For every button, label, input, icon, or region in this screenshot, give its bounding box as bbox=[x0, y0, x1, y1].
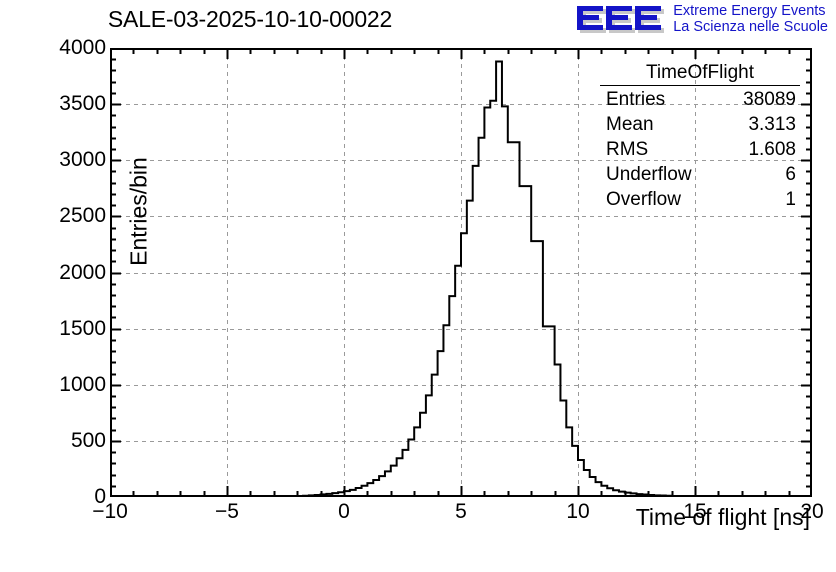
stats-row-value: 38089 bbox=[743, 89, 796, 110]
y-tick-label: 1500 bbox=[59, 316, 106, 340]
stats-box-divider bbox=[600, 85, 800, 86]
stats-row-value: 3.313 bbox=[748, 114, 796, 136]
x-tick-label: 15 bbox=[683, 500, 707, 523]
stats-row-key: Entries bbox=[606, 89, 666, 110]
x-tick-label: 0 bbox=[338, 500, 350, 523]
stats-box-title: TimeOfFlight bbox=[645, 62, 755, 83]
stats-row-key: Mean bbox=[606, 114, 654, 136]
histogram-canvas bbox=[110, 48, 812, 497]
y-tick-label: 3500 bbox=[59, 92, 106, 116]
stats-row: RMS 1.608 bbox=[600, 137, 800, 162]
eee-logo-text: Extreme Energy Events La Scienza nelle S… bbox=[673, 4, 828, 35]
y-axis-title: Entries/bin bbox=[125, 157, 152, 266]
x-tick-label: −10 bbox=[92, 500, 128, 523]
x-axis-title: Time of flight [ns] bbox=[635, 504, 810, 530]
stats-row: Overflow 1 bbox=[600, 187, 800, 212]
stats-row-key: RMS bbox=[606, 139, 649, 161]
stats-row: Underflow 6 bbox=[600, 162, 800, 187]
stats-box: TimeOfFlight Entries 38089 Mean 3.313 RMS 1.6… bbox=[600, 62, 800, 212]
y-axis-tick-labels: 0 500 1000 1500 2000 2500 3000 3500 4000 bbox=[6, 36, 106, 508]
x-axis-tick-labels: −10 −5 0 5 10 15 20 bbox=[92, 500, 823, 530]
stats-row: Mean 3.313 bbox=[600, 112, 800, 137]
eee-logo-line2: La Scienza nelle Scuole bbox=[673, 19, 828, 35]
plot-area: 0 500 1000 1500 2000 2500 3000 3500 4000 −10 −5 0 5… bbox=[59, 36, 823, 530]
x-tick-label: 5 bbox=[455, 500, 467, 523]
stats-row: Entries 38089 bbox=[600, 87, 800, 112]
x-tick-label: −5 bbox=[215, 500, 239, 523]
y-tick-label: 2500 bbox=[59, 204, 106, 228]
x-tick-label: 10 bbox=[566, 500, 590, 523]
y-tick-label: 1000 bbox=[59, 372, 106, 396]
stats-row-value: 1 bbox=[785, 189, 796, 211]
frame-rect bbox=[110, 48, 812, 497]
stats-rows: Entries 38089 Mean 3.313 RMS 1.608 Underflow 6 O… bbox=[600, 87, 800, 212]
eee-mark-icon bbox=[575, 4, 667, 36]
y-tick-label: 4000 bbox=[59, 36, 106, 59]
y-tick-label: 0 bbox=[94, 485, 106, 508]
y-tick-label: 3000 bbox=[59, 148, 106, 172]
eee-logo: Extreme Energy Events La Scienza nelle S… bbox=[575, 2, 828, 38]
stats-row-key: Overflow bbox=[606, 189, 681, 211]
plot-frame-border bbox=[110, 48, 812, 497]
stats-row-value: 6 bbox=[785, 164, 796, 186]
y-tick-label: 2000 bbox=[59, 260, 106, 284]
y-tick-label: 500 bbox=[70, 428, 106, 452]
eee-logo-line1: Extreme Energy Events bbox=[673, 3, 826, 20]
stats-row-key: Underflow bbox=[606, 164, 692, 186]
page-title: SALE-03-2025-10-10-00022 bbox=[107, 6, 393, 32]
x-tick-label: 20 bbox=[800, 500, 824, 523]
stats-row-value: 1.608 bbox=[748, 139, 796, 161]
